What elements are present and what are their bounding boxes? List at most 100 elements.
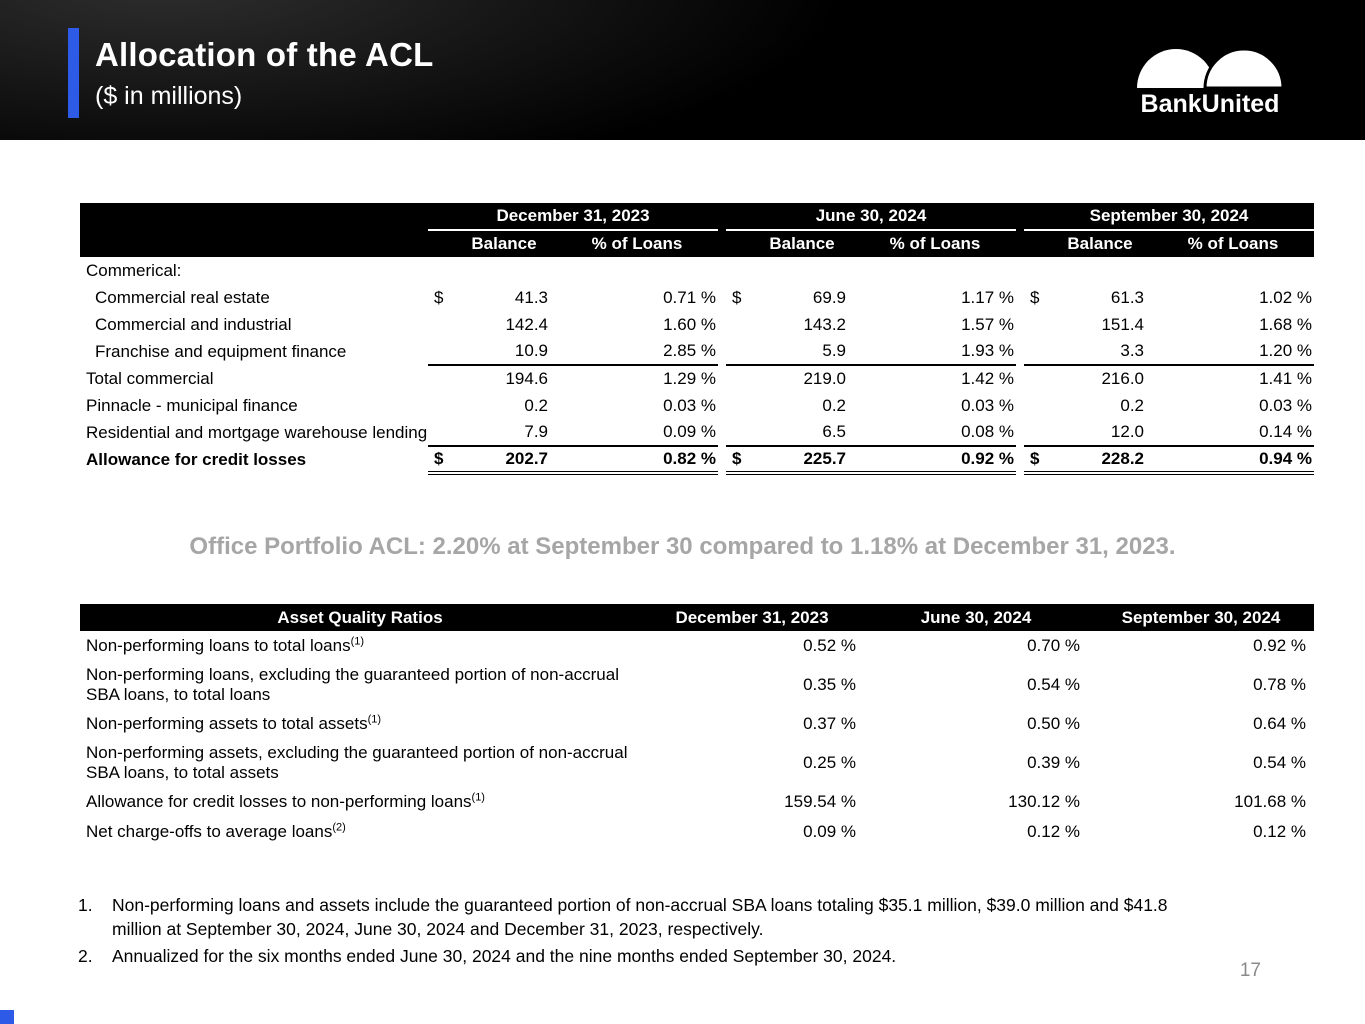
pct-of-loans-value: 1.02 % xyxy=(1259,287,1313,307)
row-label: Commercial and industrial xyxy=(95,314,292,334)
ratio-value: 0.39 % xyxy=(1027,753,1080,773)
ratio-value: 0.54 % xyxy=(1253,753,1306,773)
row-label: Pinnacle - municipal finance xyxy=(86,395,298,415)
group-gap-cell xyxy=(718,230,727,257)
dollar-sign-cell: $ xyxy=(434,287,444,307)
acl-table-row: Franchise and equipment finance 10.9 2.85 … xyxy=(80,338,1315,366)
balance-value: 219.0 xyxy=(803,369,847,389)
group-gap-cell xyxy=(718,446,726,473)
ratio-value: 0.52 % xyxy=(803,635,856,655)
pct-of-loans-value: 1.93 % xyxy=(854,338,1017,366)
slide-title: Allocation of the ACL xyxy=(95,36,434,73)
footnote-number: 2. xyxy=(78,946,93,967)
pct-of-loans-value: 0.03 % xyxy=(1259,395,1313,415)
acl-table-row: Pinnacle - municipal finance 0.2 0.03 % 0.2… xyxy=(80,392,1314,419)
group-gap-cell xyxy=(718,203,727,230)
dollar-sign-cell xyxy=(1024,338,1049,366)
balance-value: 6.5 xyxy=(750,419,855,447)
group-gap-cell xyxy=(718,284,726,311)
footnote-text: Annualized for the six months ended June… xyxy=(112,946,897,967)
row-label: Allowance for credit losses xyxy=(86,449,307,469)
footnote-number: 1. xyxy=(78,895,93,915)
pct-of-loans-column-header: % of Loans xyxy=(556,230,719,257)
group-gap-cell xyxy=(1016,311,1024,338)
pct-of-loans-value: 0.94 % xyxy=(1152,446,1315,475)
pct-of-loans-value: 1.57 % xyxy=(961,314,1015,334)
acl-table-row: Total commercial 194.6 1.29 % 219.0 1.42 % 21… xyxy=(80,365,1314,392)
footnote-reference: (1) xyxy=(367,713,382,726)
balance-column-header: Balance xyxy=(750,230,855,257)
ratio-value: 159.54 % xyxy=(784,792,856,812)
balance-value: 194.6 xyxy=(505,369,548,389)
group-gap-cell xyxy=(718,419,726,446)
group-gap-cell xyxy=(1016,284,1024,311)
group-gap-cell xyxy=(718,365,726,392)
balance-value: 0.2 xyxy=(1120,395,1145,415)
ratios-header-row: Asset Quality Ratios December 31, 2023 Jun… xyxy=(80,604,1314,631)
ratio-date-header: September 30, 2024 xyxy=(1088,604,1314,631)
row-label: Commercial real estate xyxy=(95,287,270,307)
acl-subheader-row: Balance% of Loans Balance% of Loans Balanc… xyxy=(80,230,1315,257)
slide-subtitle: ($ in millions) xyxy=(95,82,243,110)
pct-of-loans-value: 0.09 % xyxy=(556,419,719,447)
group-gap-cell xyxy=(1016,365,1024,392)
dollar-sign-cell xyxy=(1024,419,1049,447)
ratio-value: 0.37 % xyxy=(803,714,856,734)
acl-allocation-table: December 31, 2023 June 30, 2024 September … xyxy=(80,203,1315,475)
footnote-item: 2. Annualized for the six months ended Ju… xyxy=(78,944,1208,968)
pct-of-loans-value: 1.41 % xyxy=(1259,369,1313,389)
footnote-reference: (2) xyxy=(332,821,346,834)
pct-of-loans-value: 0.08 % xyxy=(854,419,1017,447)
balance-value: 228.2 xyxy=(1048,446,1153,475)
ratio-table-row: Allowance for credit losses to non-perfo… xyxy=(80,787,1314,817)
group-gap-cell xyxy=(1016,203,1025,230)
dollar-sign-cell xyxy=(726,311,750,338)
group-gap-cell xyxy=(1016,392,1024,419)
ratio-row-label: Allowance for credit losses to non-perfo… xyxy=(86,791,485,812)
balance-value: 216.0 xyxy=(1101,369,1145,389)
pct-of-loans-value: 1.29 % xyxy=(663,369,717,389)
dollar-sign-cell xyxy=(726,338,751,366)
ratio-row-label: Non-performing assets, excluding the gua… xyxy=(86,743,628,783)
date-group-header: June 30, 2024 xyxy=(726,203,1017,231)
balance-column-header: Balance xyxy=(1048,230,1153,257)
dollar-spacer-cell xyxy=(726,230,751,257)
ratio-table-row: Non-performing loans to total loans(1) 0.… xyxy=(80,631,1314,661)
page-number: 17 xyxy=(1239,960,1261,981)
dollar-sign-cell xyxy=(726,365,750,392)
balance-value: 3.3 xyxy=(1048,338,1153,366)
ratio-value: 0.50 % xyxy=(1027,714,1080,734)
pct-of-loans-value: 1.17 % xyxy=(961,287,1015,307)
group-gap-cell xyxy=(718,338,726,365)
ratios-table-title: Asset Quality Ratios xyxy=(80,604,640,631)
balance-value: 7.9 xyxy=(452,419,556,447)
ratio-row-label: Non-performing loans, excluding the guar… xyxy=(86,665,619,705)
ratio-date-header: June 30, 2024 xyxy=(864,604,1088,631)
pct-of-loans-value: 0.03 % xyxy=(663,395,717,415)
corner-accent xyxy=(0,1010,14,1024)
acl-table-row: Commerical: xyxy=(80,257,1314,284)
balance-value: 151.4 xyxy=(1101,314,1145,334)
ratio-value: 0.64 % xyxy=(1253,714,1306,734)
group-gap-cell xyxy=(1016,338,1024,365)
balance-value: 41.3 xyxy=(514,287,548,307)
dollar-spacer-cell xyxy=(1024,230,1049,257)
row-label: Franchise and equipment finance xyxy=(95,341,347,361)
pct-of-loans-value: 0.71 % xyxy=(663,287,717,307)
asset-quality-ratios-table: Asset Quality Ratios December 31, 2023 Jun… xyxy=(80,604,1314,847)
ratio-value: 0.12 % xyxy=(1027,822,1080,842)
acl-date-header-row: December 31, 2023 June 30, 2024 September … xyxy=(80,203,1315,231)
footnotes: 1. Non-performing loans and assets includ… xyxy=(78,893,1208,971)
ratio-date-header: December 31, 2023 xyxy=(640,604,864,631)
dollar-sign-cell: $ xyxy=(732,287,742,307)
balance-value: 142.4 xyxy=(505,314,548,334)
balance-value: 5.9 xyxy=(750,338,855,366)
pct-of-loans-column-header: % of Loans xyxy=(854,230,1017,257)
acl-table-row: Commercial real estate $41.3 0.71 % $69.9 1.… xyxy=(80,284,1314,311)
pct-of-loans-value: 0.92 % xyxy=(854,446,1017,475)
dollar-sign-cell: $ xyxy=(1030,287,1040,307)
dollar-sign-cell xyxy=(1024,311,1048,338)
dollar-sign-cell xyxy=(428,419,452,447)
dollar-sign-cell: $ xyxy=(1024,446,1049,475)
title-accent-bar xyxy=(68,28,79,118)
